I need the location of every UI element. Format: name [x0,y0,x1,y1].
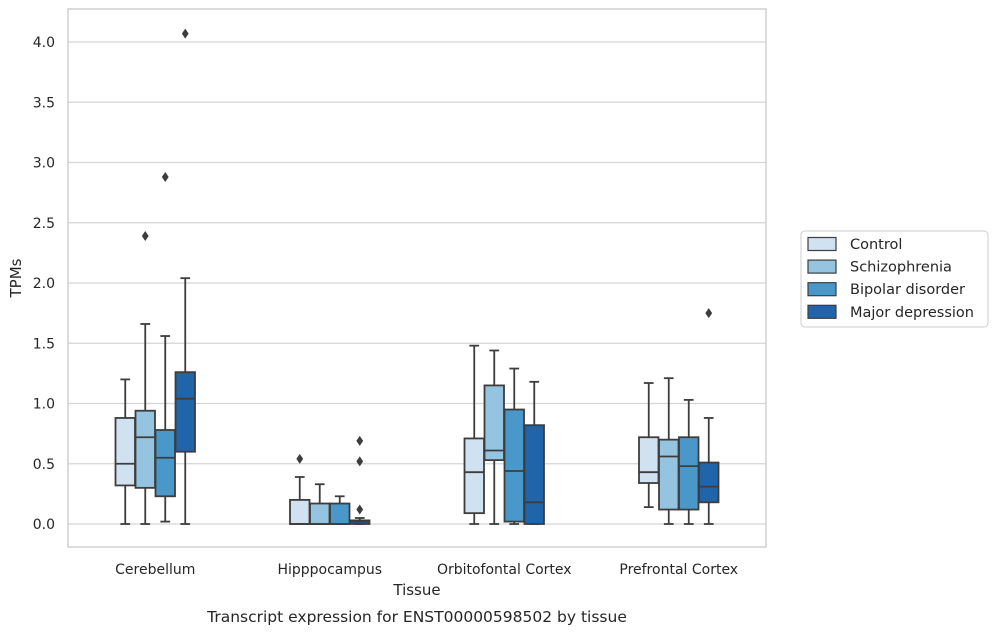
y-tick-label: 1.0 [33,397,55,413]
box-bipolar-disorder [678,398,700,525]
legend-frame [800,230,989,328]
box-bipolar-disorder [329,495,351,525]
box-control [289,453,311,525]
outlier-point [705,308,713,319]
chart-caption: Transcript expression for ENST0000059850… [206,608,627,626]
box-bipolar-disorder [503,367,525,525]
x-axis-title: Tissue [392,581,440,599]
boxes [114,28,720,525]
box-iqr [114,417,136,487]
y-tick-label: 2.0 [33,276,55,292]
y-tick-label: 3.5 [33,95,55,111]
box-iqr [638,436,660,484]
box-control [463,344,485,525]
x-axis-ticks: Cerebellum Hipppocampus Orbitofontal Corte… [115,562,738,578]
outlier-point [161,171,169,182]
box-schizophrenia [134,231,156,525]
box-major-depression [523,380,545,525]
outlier-point [356,504,364,515]
outlier-point [356,456,364,467]
box-iqr [658,438,680,511]
box-control [114,378,136,525]
box-iqr [523,424,545,525]
x-tick-label: Hipppocampus [277,562,382,578]
y-tick-label: 3.0 [33,156,55,172]
y-tick-label: 0.5 [33,457,55,473]
box-iqr [698,461,720,504]
legend-label: Control [850,237,902,253]
x-tick-label: Prefrontal Cortex [619,562,738,578]
y-tick-label: 2.5 [33,216,55,232]
y-tick-label: 0.0 [33,517,55,533]
box-iqr [503,408,525,523]
legend: Control Schizophrenia Bipolar disorder Majo… [800,230,989,328]
legend-swatch [807,304,837,319]
box-iqr [329,502,351,525]
outlier-point [296,453,304,464]
x-tick-label: Cerebellum [115,562,195,578]
outlier-point [141,231,149,242]
box-schizophrenia [309,483,331,525]
y-tick-label: 4.0 [33,35,55,51]
box-bipolar-disorder [154,171,176,523]
box-iqr [678,436,700,511]
y-tick-label: 1.5 [33,336,55,352]
box-iqr [463,437,485,515]
outlier-point [181,28,189,39]
box-iqr [483,384,505,462]
box-major-depression [698,308,720,525]
legend-swatch [807,236,837,252]
box-control [638,382,660,509]
box-iqr [134,409,156,489]
legend-swatch [807,282,837,297]
y-axis-title: TPMs [7,258,25,298]
outlier-point [356,435,364,446]
box-major-depression [349,435,371,525]
legend-label: Schizophrenia [850,260,952,276]
x-tick-label: Orbitofontal Cortex [437,562,572,578]
box-iqr [154,429,176,498]
box-iqr [174,371,196,453]
box-schizophrenia [658,377,680,525]
box-schizophrenia [483,349,505,525]
y-axis-ticks: 0.0 0.5 1.0 1.5 2.0 2.5 3.0 3.5 4.0 [33,35,55,533]
legend-label: Bipolar disorder [850,282,965,298]
legend-swatch [807,259,837,274]
legend-items: Control Schizophrenia Bipolar disorder Majo… [807,236,974,321]
legend-label: Major depression [850,305,974,321]
box-iqr [289,498,311,525]
box-iqr [309,502,331,525]
plot-area-frame [67,8,767,548]
box-major-depression [174,28,196,525]
